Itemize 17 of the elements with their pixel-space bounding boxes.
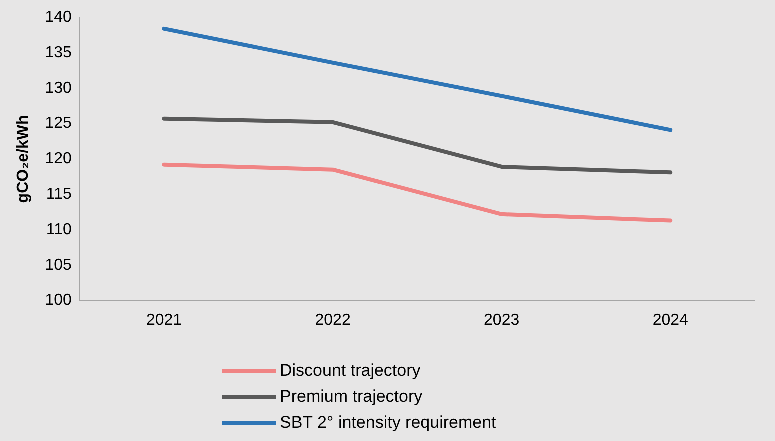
y-tick-label: 140 xyxy=(45,9,72,26)
y-tick-label: 125 xyxy=(45,115,72,132)
y-tick-label: 105 xyxy=(45,256,72,274)
y-tick-label: 100 xyxy=(45,292,72,310)
x-tick-label: 2022 xyxy=(315,312,351,329)
y-tick-label: 115 xyxy=(46,186,72,204)
y-tick-label: 110 xyxy=(46,221,72,238)
y-tick-label: 135 xyxy=(45,44,72,62)
x-tick-label: 2024 xyxy=(652,312,689,329)
y-tick-label: 120 xyxy=(45,150,72,168)
legend-label: Premium trajectory xyxy=(280,387,423,407)
y-axis-title: gCO₂e/kWh xyxy=(15,115,32,204)
x-tick-label: 2021 xyxy=(146,312,182,329)
legend-label: Discount trajectory xyxy=(280,361,421,381)
x-tick-label: 2023 xyxy=(484,312,520,329)
legend-label: SBT 2° intensity requirement xyxy=(280,413,496,433)
y-tick-label: 130 xyxy=(45,80,72,97)
